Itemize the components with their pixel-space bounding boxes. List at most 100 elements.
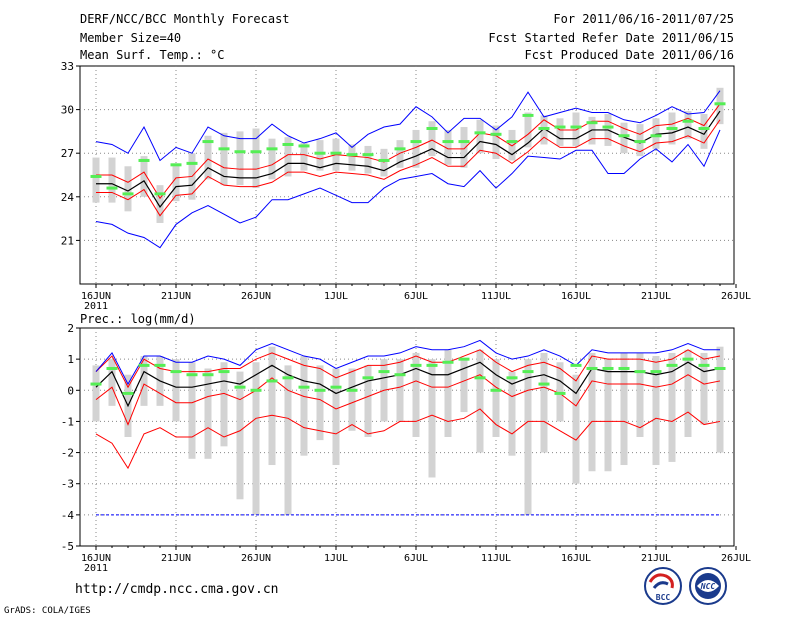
median-marker <box>394 373 406 377</box>
member-range-box <box>700 113 708 149</box>
precip-variable-label: Prec.: log(mm/d) <box>80 312 196 326</box>
member-range-box <box>252 128 260 189</box>
member-range-box <box>268 138 276 180</box>
y-tick-label: -2 <box>61 447 74 460</box>
median-marker <box>186 373 198 377</box>
y-tick-label: 24 <box>61 191 75 204</box>
median-marker <box>426 363 438 367</box>
member-range-box <box>252 362 260 515</box>
median-marker <box>186 161 198 165</box>
x-tick-label: 26JUN <box>241 553 271 564</box>
median-marker <box>666 126 678 130</box>
median-marker <box>570 125 582 129</box>
median-marker <box>538 382 550 386</box>
member-range-box <box>668 352 676 462</box>
member-range-box <box>524 359 532 515</box>
member-range-box <box>396 140 404 168</box>
median-marker <box>682 119 694 123</box>
x-tick-label: 26JUL <box>721 291 751 302</box>
median-marker <box>618 134 630 138</box>
y-tick-label: 21 <box>61 234 74 247</box>
median-marker <box>682 357 694 361</box>
member-range-box <box>636 352 644 437</box>
x-tick-label: 16JUL <box>561 291 591 302</box>
median-marker <box>298 144 310 148</box>
median-marker <box>586 366 598 370</box>
median-marker <box>314 151 326 155</box>
median-marker <box>378 158 390 162</box>
median-marker <box>650 134 662 138</box>
median-marker <box>346 388 358 392</box>
member-range-box <box>428 359 436 478</box>
member-range-box <box>620 352 628 466</box>
plot-frame <box>79 327 735 547</box>
series-line-maximum <box>95 90 721 162</box>
median-marker <box>282 142 294 146</box>
member-range-box <box>700 352 708 425</box>
member-range-box <box>716 87 724 125</box>
median-marker <box>506 140 518 144</box>
median-marker <box>378 370 390 374</box>
series-line-maximum <box>95 339 720 386</box>
member-range-box <box>268 346 276 466</box>
median-marker <box>650 370 662 374</box>
median-marker <box>666 363 678 367</box>
member-range-box <box>684 349 692 437</box>
series-line-ensemble-mean <box>96 110 721 209</box>
bcc-logo: BCC <box>644 567 682 605</box>
member-range-box <box>476 349 484 453</box>
member-range-box <box>396 359 404 422</box>
median-marker <box>234 150 246 154</box>
median-marker <box>154 192 166 196</box>
member-range-box <box>476 119 484 154</box>
x-tick-label: 26JUN <box>241 291 271 302</box>
member-range-box <box>300 356 308 456</box>
member-range-box <box>492 125 500 160</box>
median-marker <box>138 158 150 162</box>
median-marker <box>346 153 358 157</box>
median-marker <box>698 363 710 367</box>
median-marker <box>202 140 214 144</box>
member-range-box <box>508 371 516 456</box>
median-marker <box>330 151 342 155</box>
member-range-box <box>364 145 372 174</box>
median-marker <box>698 126 710 130</box>
median-marker <box>602 366 614 370</box>
median-marker <box>298 385 310 389</box>
median-marker <box>394 147 406 151</box>
plot-frame <box>79 65 735 285</box>
member-range-box <box>284 137 292 177</box>
series-line-mean-std <box>95 349 721 389</box>
member-range-box <box>364 365 372 437</box>
median-marker <box>218 147 230 151</box>
median-marker <box>202 373 214 377</box>
median-marker <box>250 150 262 154</box>
y-tick-label: -4 <box>61 509 75 522</box>
source-url[interactable]: http://cmdp.ncc.cma.gov.cn <box>75 582 279 597</box>
median-marker <box>410 363 422 367</box>
median-marker <box>506 376 518 380</box>
x-tick-label: 21JUL <box>641 553 671 564</box>
member-range-box <box>316 140 324 171</box>
median-marker <box>714 102 726 106</box>
x-tick-label: 1JUL <box>324 553 348 564</box>
temperature-variable-label: Mean Surf. Temp.: °C <box>80 48 225 62</box>
member-range-box <box>540 352 548 453</box>
forecast-period: For 2011/06/16-2011/07/25 <box>553 12 734 26</box>
member-range-box <box>412 129 420 168</box>
ncc-logo-text: NCC <box>700 582 716 591</box>
y-tick-label: -3 <box>61 478 74 491</box>
member-range-box <box>284 365 292 515</box>
member-range-box <box>556 362 564 422</box>
member-range-box <box>300 143 308 171</box>
median-marker <box>522 113 534 117</box>
median-marker <box>570 363 582 367</box>
median-marker <box>458 140 470 144</box>
x-tick-label: 21JUN <box>161 291 191 302</box>
median-marker <box>634 140 646 144</box>
median-marker <box>266 379 278 383</box>
member-range-box <box>620 122 628 154</box>
